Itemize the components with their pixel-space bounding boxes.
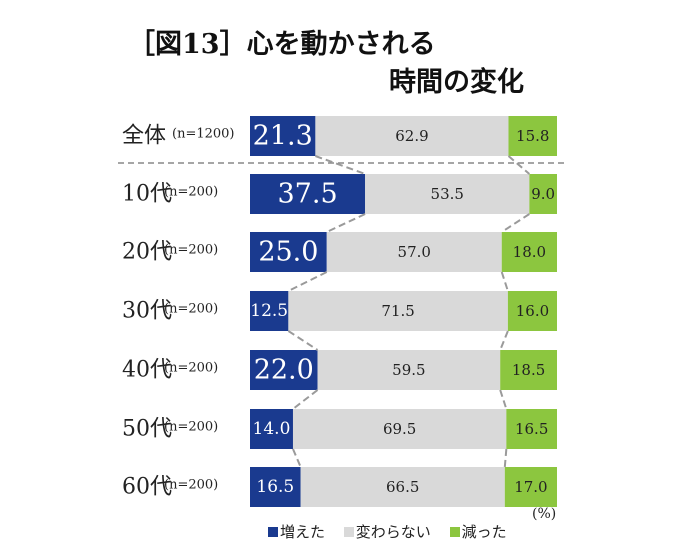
bar-decreased: [508, 116, 557, 156]
bar-unchanged: [292, 409, 507, 449]
data-label-unchanged: 59.5: [392, 361, 425, 379]
legend-swatch-unchanged: [343, 527, 354, 537]
connector-line: [500, 271, 509, 292]
data-label-unchanged: 53.5: [431, 185, 464, 203]
data-label-unchanged: 66.5: [386, 478, 419, 496]
bar-increased: [250, 291, 289, 331]
connector-line: [499, 389, 508, 410]
chart-title: ［図13］心を動かされる: [128, 29, 436, 60]
unit-label: (%): [532, 506, 557, 522]
bar-unchanged: [317, 350, 501, 390]
bar-decreased: [500, 350, 557, 390]
connector-line: [507, 155, 531, 175]
legend-item-decreased: 減った: [449, 521, 507, 542]
bar-increased: [250, 116, 316, 156]
legend-swatch-increased: [268, 527, 278, 537]
connector-line: [287, 330, 319, 351]
legend-item-increased: 増えた: [268, 521, 325, 542]
category-label: 60代: [122, 475, 172, 500]
data-label-decreased: 17.0: [514, 478, 547, 496]
bar-unchanged: [300, 467, 505, 507]
data-label-unchanged: 71.5: [381, 302, 414, 320]
sample-size-label: (n=200): [164, 478, 218, 493]
category-label: 全体: [122, 124, 166, 149]
data-label-decreased: 16.5: [515, 420, 548, 438]
data-label-decreased: 18.5: [512, 361, 545, 379]
bar-unchanged: [326, 232, 502, 272]
bar-increased: [250, 350, 318, 390]
connector-line: [499, 330, 509, 351]
bar-decreased: [507, 291, 557, 331]
bar-unchanged: [288, 291, 508, 331]
data-label-decreased: 15.8: [516, 127, 549, 145]
sample-size-label: (n=200): [164, 243, 218, 258]
category-label: 30代: [122, 299, 172, 324]
connector-line: [292, 448, 302, 468]
data-label-increased: 14.0: [253, 419, 291, 439]
category-label: 20代: [122, 240, 172, 265]
chart-subtitle: 時間の変化: [389, 67, 524, 98]
bar-decreased: [504, 467, 557, 507]
sample-size-label: (n=200): [164, 420, 218, 435]
data-label-decreased: 18.0: [513, 243, 546, 261]
data-label-decreased: 9.0: [531, 185, 555, 203]
connector-line: [503, 448, 508, 468]
bar-decreased: [501, 232, 557, 272]
category-label: 40代: [122, 358, 172, 383]
data-label-decreased: 16.0: [516, 302, 549, 320]
legend-label-increased: 増えた: [280, 523, 326, 541]
data-label-increased: 37.5: [278, 179, 338, 210]
bar-decreased: [506, 409, 557, 449]
connector-line: [315, 155, 366, 175]
legend-label-decreased: 減った: [461, 523, 507, 541]
bar-decreased: [529, 174, 557, 214]
connector-line: [292, 389, 319, 410]
bar-unchanged: [365, 174, 530, 214]
data-label-increased: 21.3: [253, 121, 313, 152]
legend-item-unchanged: 変わらない: [343, 521, 431, 542]
category-label: 10代: [122, 182, 172, 207]
sample-size-label: (n=200): [164, 302, 218, 317]
sample-size-label: (n=200): [164, 185, 218, 200]
data-label-increased: 25.0: [258, 237, 318, 268]
connector-line: [501, 213, 530, 233]
legend-label-unchanged: 変わらない: [355, 523, 431, 541]
sample-size-label: (n=200): [164, 361, 218, 376]
legend-swatch-decreased: [449, 527, 460, 537]
data-label-unchanged: 62.9: [395, 127, 428, 145]
legend: 増えた 変わらない 減った: [268, 521, 521, 542]
data-label-increased: 22.0: [254, 355, 314, 386]
bar-unchanged: [315, 116, 509, 156]
data-label-increased: 12.5: [250, 301, 288, 321]
data-label-unchanged: 57.0: [398, 243, 431, 261]
bar-increased: [250, 232, 327, 272]
bar-increased: [250, 467, 301, 507]
connector-line: [287, 271, 328, 292]
connector-line: [326, 213, 366, 233]
data-label-increased: 16.5: [256, 477, 294, 497]
data-label-unchanged: 69.5: [383, 420, 416, 438]
category-label: 50代: [122, 417, 172, 442]
sample-size-label: (n=1200): [172, 127, 235, 142]
bar-increased: [250, 409, 293, 449]
bar-increased: [250, 174, 366, 214]
